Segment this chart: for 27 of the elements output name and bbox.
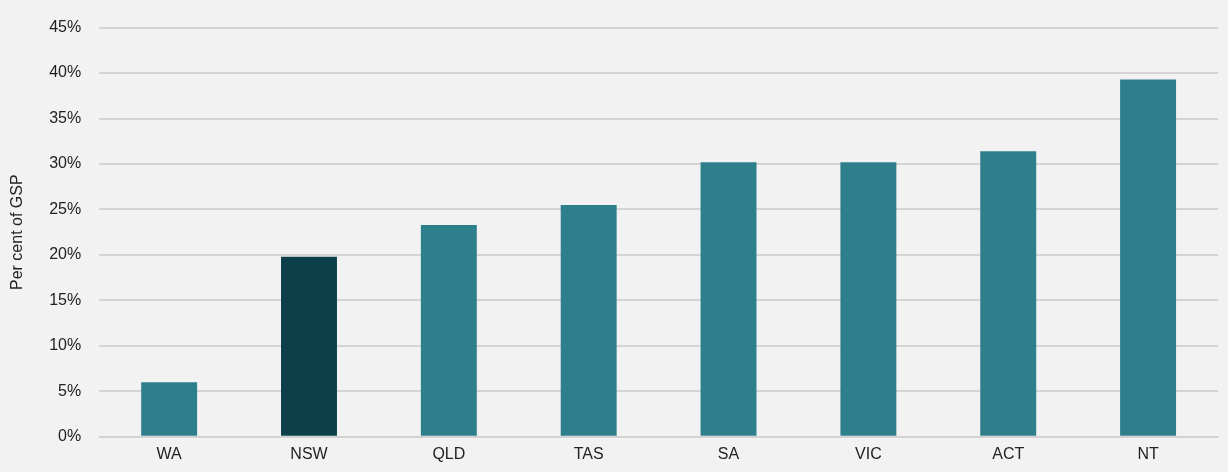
bar	[840, 162, 897, 436]
x-tick-label: NT	[1137, 444, 1159, 462]
y-tick-label: 0%	[58, 427, 82, 445]
bar	[281, 256, 337, 436]
y-tick-label: 30%	[49, 154, 82, 172]
x-tick-label: NSW	[290, 444, 329, 462]
x-tick-label: QLD	[432, 444, 466, 462]
bar	[420, 224, 477, 436]
bar	[1120, 79, 1177, 436]
y-tick-label: 40%	[49, 63, 82, 81]
x-tick-label: ACT	[992, 444, 1025, 462]
bar	[980, 151, 1037, 436]
y-tick-label: 15%	[49, 290, 82, 308]
x-tick-label: VIC	[855, 444, 882, 462]
y-tick-label: 35%	[49, 108, 82, 126]
y-tick-label: 10%	[49, 336, 82, 354]
x-tick-label: WA	[156, 444, 183, 462]
bar	[700, 162, 757, 436]
bar	[560, 204, 617, 436]
y-tick-label: 20%	[49, 245, 82, 263]
x-tick-label: TAS	[573, 444, 604, 462]
y-axis-title: Per cent of GSP	[8, 174, 26, 290]
y-tick-label: 5%	[58, 381, 82, 399]
y-tick-label: 25%	[49, 199, 82, 217]
x-tick-label: SA	[717, 444, 740, 462]
bar	[141, 382, 198, 436]
y-tick-label: 45%	[49, 18, 82, 36]
